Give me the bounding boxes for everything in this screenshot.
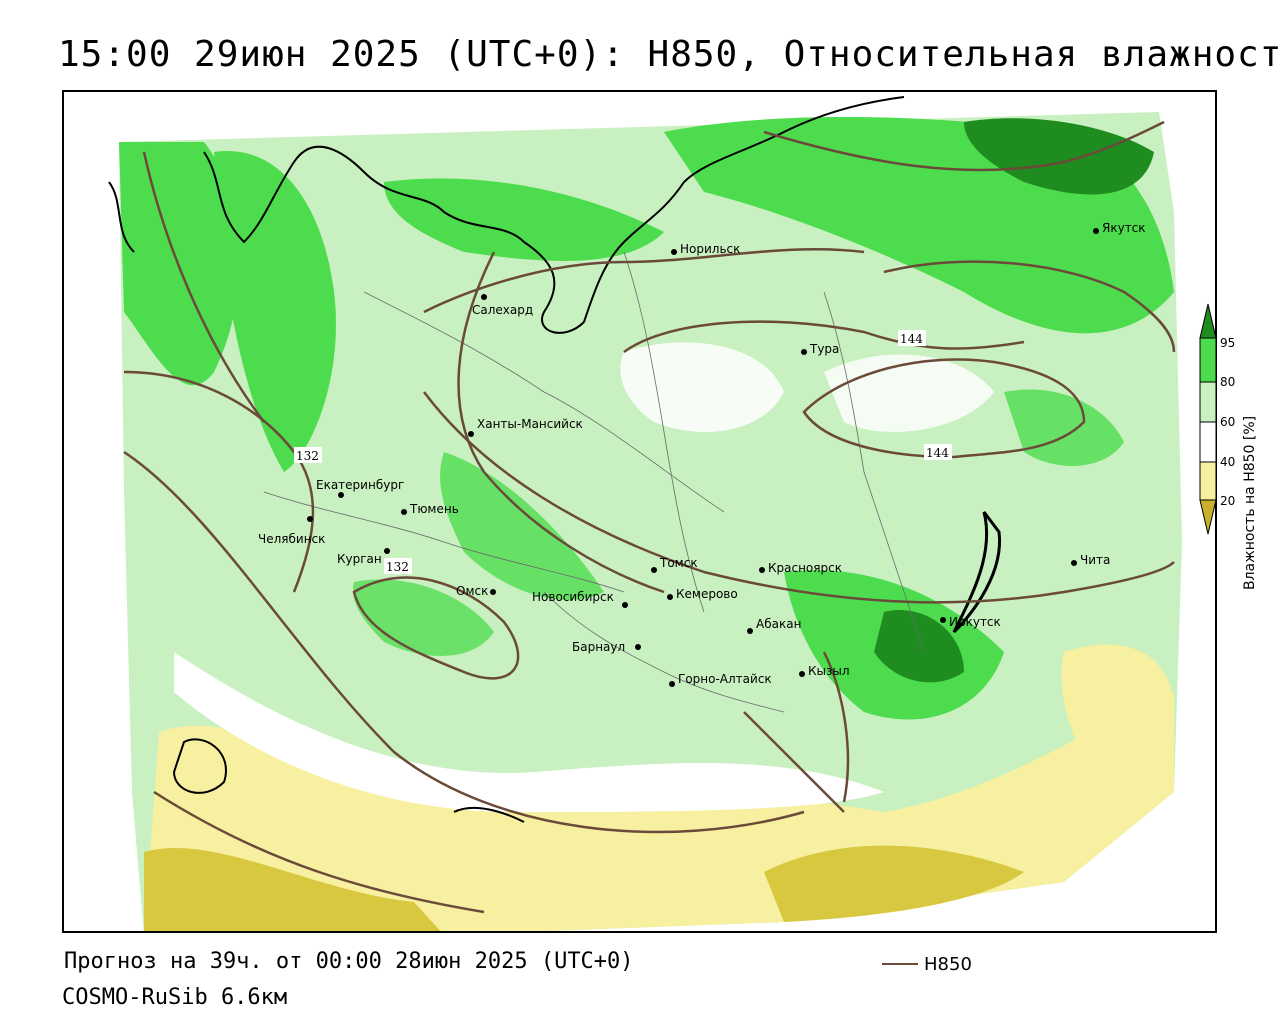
svg-text:Тура: Тура [809, 342, 839, 356]
legend-swatch-very-wet-cap [1199, 303, 1217, 339]
contour-north-east [763, 120, 1165, 172]
contour-label-144-north: 144 [900, 332, 923, 346]
neutral-region-center [620, 342, 784, 432]
very-wet-region-northeast [964, 118, 1154, 195]
city-kemerovo: Кемерово [667, 587, 738, 601]
svg-text:Екатеринбург: Екатеринбург [316, 478, 404, 492]
contour-label-144-south: 144 [926, 446, 949, 460]
city-kurgan: Курган [337, 548, 390, 566]
legend-swatch-wet [1199, 337, 1217, 383]
svg-text:Курган: Курган [337, 552, 382, 566]
contour-key-line [882, 963, 918, 965]
svg-text:Горно-Алтайск: Горно-Алтайск [678, 672, 772, 686]
city-barnaul: Барнаул [572, 640, 641, 654]
contour-132-loop [352, 576, 520, 680]
svg-text:Красноярск: Красноярск [768, 561, 842, 575]
contour-label-132-west: 132 [296, 449, 319, 463]
very-wet-region-baikal [874, 610, 964, 683]
wet-region-north [384, 178, 664, 261]
model-name: COSMO-RuSib 6.6км [62, 985, 288, 1010]
legend-swatch-moist [1199, 381, 1217, 423]
humidity-legend: 95 80 60 40 20 [1199, 303, 1235, 535]
city-yekaterinburg: Екатеринбург [316, 478, 404, 498]
model-domain [119, 112, 1182, 931]
dry-region-east [1061, 644, 1174, 792]
svg-text:Тюмень: Тюмень [409, 502, 459, 516]
svg-text:Кызыл: Кызыл [808, 664, 850, 678]
legend-tick-40: 40 [1220, 455, 1235, 469]
legend-swatch-very-dry-cap [1199, 499, 1217, 535]
contour-key-label: H850 [924, 953, 972, 975]
svg-text:Кемерово: Кемерово [676, 587, 738, 601]
contour-label-132-south: 132 [386, 560, 409, 574]
contour-ural-curve [457, 251, 665, 594]
very-dry-region-south [144, 848, 441, 931]
humidity-map: 144 144 132 132 Якутск Норильск Салехард… [108, 96, 1182, 931]
legend-swatch-neutral [1199, 421, 1217, 463]
legend-title: Влажность на H850 [%] [1242, 415, 1258, 590]
h850-contours [123, 120, 1176, 914]
city-norilsk: Норильск [671, 242, 740, 256]
svg-text:Ханты-Мансийск: Ханты-Мансийск [477, 417, 583, 431]
map-panel: 144 144 132 132 Якутск Норильск Салехард… [62, 90, 1217, 933]
contour-center-long [423, 391, 1175, 604]
legend-tick-20: 20 [1220, 494, 1235, 508]
city-abakan: Абакан [747, 617, 801, 634]
city-tomsk: Томск [651, 556, 698, 573]
legend-swatch-dry [1199, 461, 1217, 501]
city-irkutsk: Иркутск [940, 615, 1001, 629]
city-markers: Якутск Норильск Салехард Тура Ханты-Манс… [258, 221, 1146, 687]
city-omsk: Омск [456, 584, 496, 598]
contour-upper-west [142, 151, 266, 423]
svg-text:Новосибирск: Новосибирск [532, 590, 614, 604]
contour-label-group: 144 144 132 132 [294, 330, 952, 574]
forecast-info: Прогноз на 39ч. от 00:00 28июн 2025 (UTC… [64, 949, 634, 974]
wet-region-ob [440, 452, 604, 600]
city-tyumen: Тюмень [401, 502, 459, 516]
contour-northeast-long [883, 260, 1176, 353]
legend-tick-80: 80 [1220, 375, 1235, 389]
city-chita: Чита [1071, 553, 1110, 567]
svg-text:Салехард: Салехард [472, 303, 533, 317]
contour-central-north [623, 320, 1025, 354]
map-title: 15:00 29июн 2025 (UTC+0): H850, Относите… [58, 34, 1280, 75]
city-yakutsk: Якутск [1093, 221, 1146, 235]
contour-north [423, 247, 865, 314]
svg-text:Норильск: Норильск [680, 242, 740, 256]
very-dry-region-southeast [764, 845, 1024, 922]
contour-144-loop [802, 358, 1086, 459]
city-salekhard: Салехард [472, 294, 533, 317]
city-krasnoyarsk: Красноярск [759, 561, 842, 575]
city-novosibirsk: Новосибирск [532, 590, 628, 608]
svg-text:Челябинск: Челябинск [258, 532, 325, 546]
wet-region-west [119, 142, 240, 386]
svg-text:Якутск: Якутск [1102, 221, 1146, 235]
svg-text:Томск: Томск [659, 556, 698, 570]
city-gorno-altaysk: Горно-Алтайск [669, 672, 772, 687]
city-chelyabinsk: Челябинск [258, 516, 325, 546]
contour-south-long [153, 790, 485, 914]
coastlines [108, 96, 1002, 823]
svg-text:Омск: Омск [456, 584, 488, 598]
svg-text:Абакан: Абакан [756, 617, 801, 631]
svg-text:Чита: Чита [1080, 553, 1110, 567]
city-kyzyl: Кызыл [799, 664, 850, 678]
contour-132-west [123, 370, 315, 593]
city-khanty-mansiysk: Ханты-Мансийск [468, 417, 583, 437]
contour-sayan-dip [822, 651, 850, 803]
contour-132-south [123, 450, 805, 834]
svg-text:Иркутск: Иркутск [949, 615, 1001, 629]
city-tura: Тура [801, 342, 839, 356]
wet-region-ural [214, 151, 336, 472]
region-borders [263, 251, 925, 713]
svg-text:Барнаул: Барнаул [572, 640, 625, 654]
neutral-region-south [174, 652, 884, 812]
contour-key: H850 [882, 952, 972, 976]
contour-southeast [743, 711, 845, 813]
legend-tick-60: 60 [1220, 415, 1235, 429]
legend-tick-95: 95 [1220, 336, 1235, 350]
